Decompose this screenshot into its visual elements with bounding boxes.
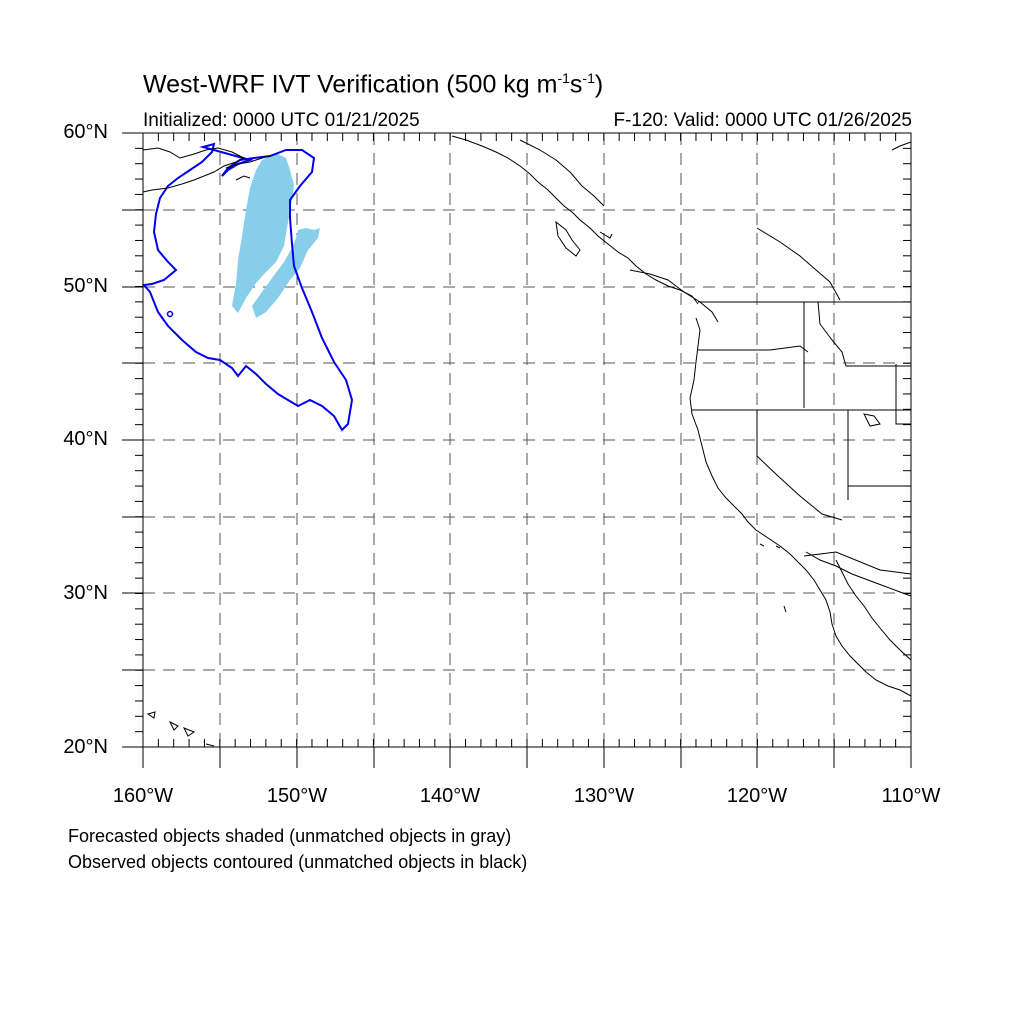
lat-label-60n: 60°N: [63, 121, 108, 143]
lat-label-20n: 20°N: [63, 736, 108, 758]
lat-label-40n: 40°N: [63, 428, 108, 450]
lon-label-130w: 130°W: [573, 785, 635, 807]
lon-label-110w: 110°W: [881, 785, 941, 807]
lon-label-150w: 150°W: [266, 785, 328, 807]
forecast-note: Forecasted objects shaded (unmatched obj…: [68, 826, 512, 846]
lon-label-160w: 160°W: [112, 785, 174, 807]
lon-label-120w: 120°W: [726, 785, 788, 807]
map-title: West-WRF IVT Verification (500 kg m-1s-1…: [143, 70, 604, 99]
observed-small-contour: [166, 310, 174, 318]
coastlines: [142, 135, 912, 747]
lon-label-140w: 140°W: [419, 785, 481, 807]
lat-label-50n: 50°N: [63, 275, 108, 297]
lat-label-30n: 30°N: [63, 582, 108, 604]
initialized-time: Initialized: 0000 UTC 01/21/2025: [143, 110, 420, 131]
valid-time: F-120: Valid: 0000 UTC 01/26/2025: [613, 110, 912, 131]
observed-object-contour: [142, 142, 354, 432]
forecast-object: [232, 153, 320, 318]
lon-ticks: [142, 747, 912, 768]
observed-note: Observed objects contoured (unmatched ob…: [68, 852, 528, 872]
minor-ticks: [135, 132, 912, 748]
